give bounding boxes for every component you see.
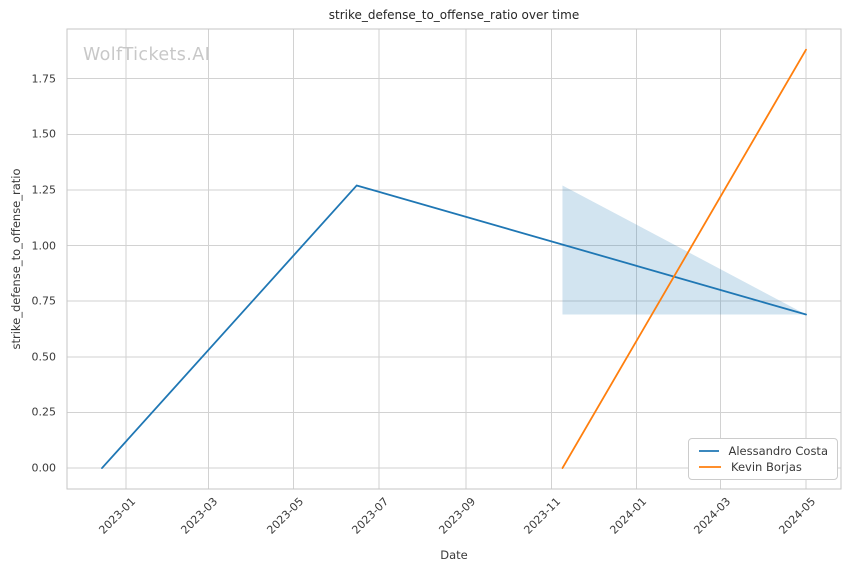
legend-line-icon — [699, 466, 721, 468]
legend: Alessandro Costa Kevin Borjas — [688, 438, 838, 480]
y-axis-label: strike_defense_to_offense_ratio — [9, 168, 23, 350]
confidence-band — [562, 185, 807, 315]
plot-border — [66, 28, 842, 490]
series-line-kevin-borjas — [561, 48, 807, 469]
legend-item: Kevin Borjas — [698, 460, 828, 474]
watermark-text: WolfTickets.AI — [83, 45, 211, 65]
chart-title: strike_defense_to_offense_ratio over tim… — [328, 8, 580, 22]
x-axis-label: Date — [440, 548, 468, 562]
legend-label: Kevin Borjas — [731, 460, 802, 474]
legend-item: Alessandro Costa — [698, 444, 828, 458]
legend-label: Alessandro Costa — [728, 444, 828, 458]
series-line-alessandro-costa — [101, 184, 807, 469]
legend-line-icon — [699, 450, 720, 452]
